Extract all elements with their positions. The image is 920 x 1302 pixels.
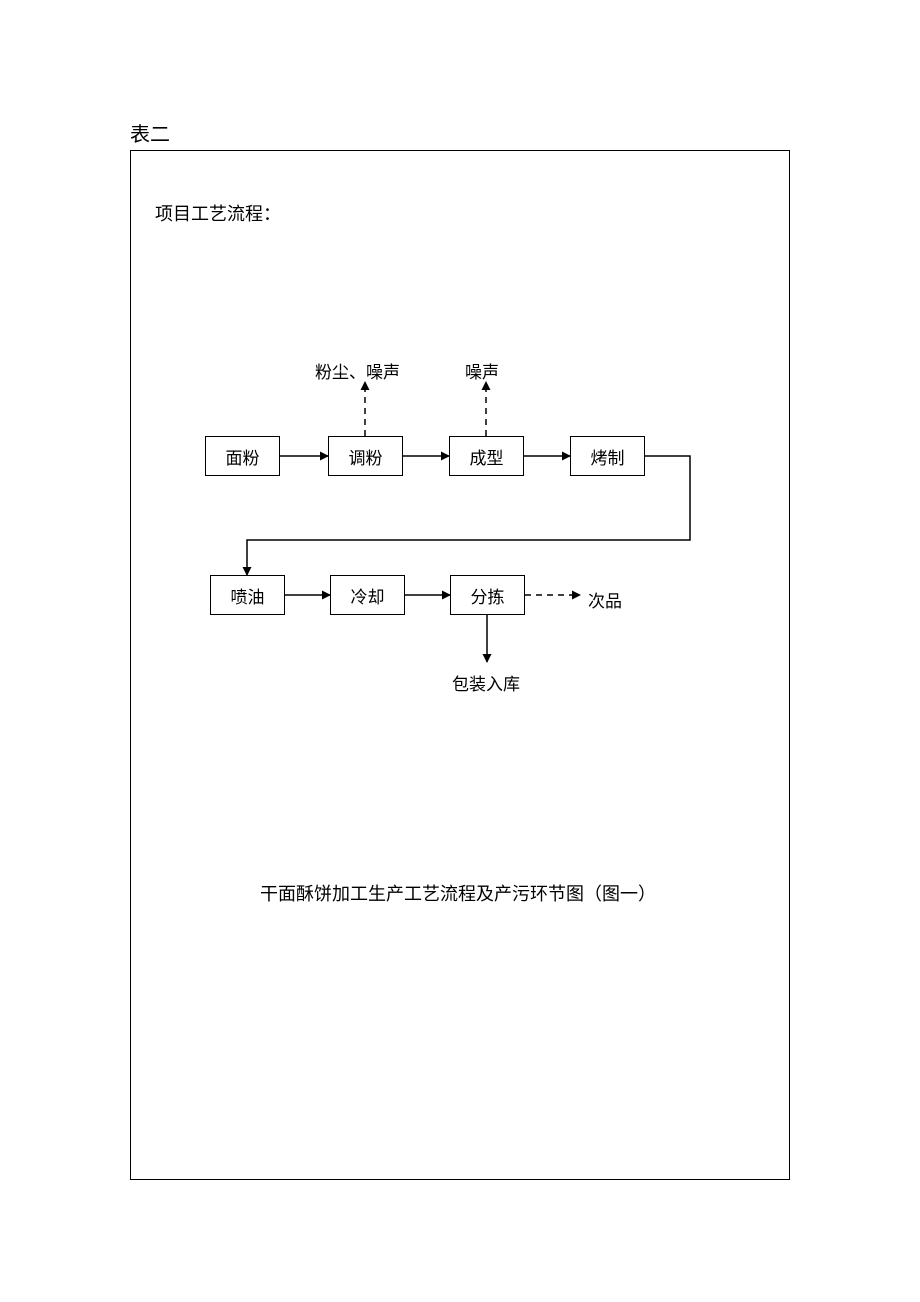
flowchart-edges: [0, 0, 920, 1302]
flow-label-l3: 次品: [588, 587, 622, 612]
flow-node-n5: 喷油: [210, 575, 285, 615]
flow-node-n3: 成型: [449, 436, 524, 476]
flow-node-n2: 调粉: [328, 436, 403, 476]
flow-label-l1: 粉尘、噪声: [315, 358, 400, 383]
flow-label-l4: 包装入库: [452, 670, 520, 695]
flow-node-n6: 冷却: [330, 575, 405, 615]
figure-caption: 干面酥饼加工生产工艺流程及产污环节图（图一）: [260, 880, 656, 906]
flow-node-n4: 烤制: [570, 436, 645, 476]
flow-label-l2: 噪声: [465, 358, 499, 383]
flow-node-n1: 面粉: [205, 436, 280, 476]
flow-node-n7: 分拣: [450, 575, 525, 615]
